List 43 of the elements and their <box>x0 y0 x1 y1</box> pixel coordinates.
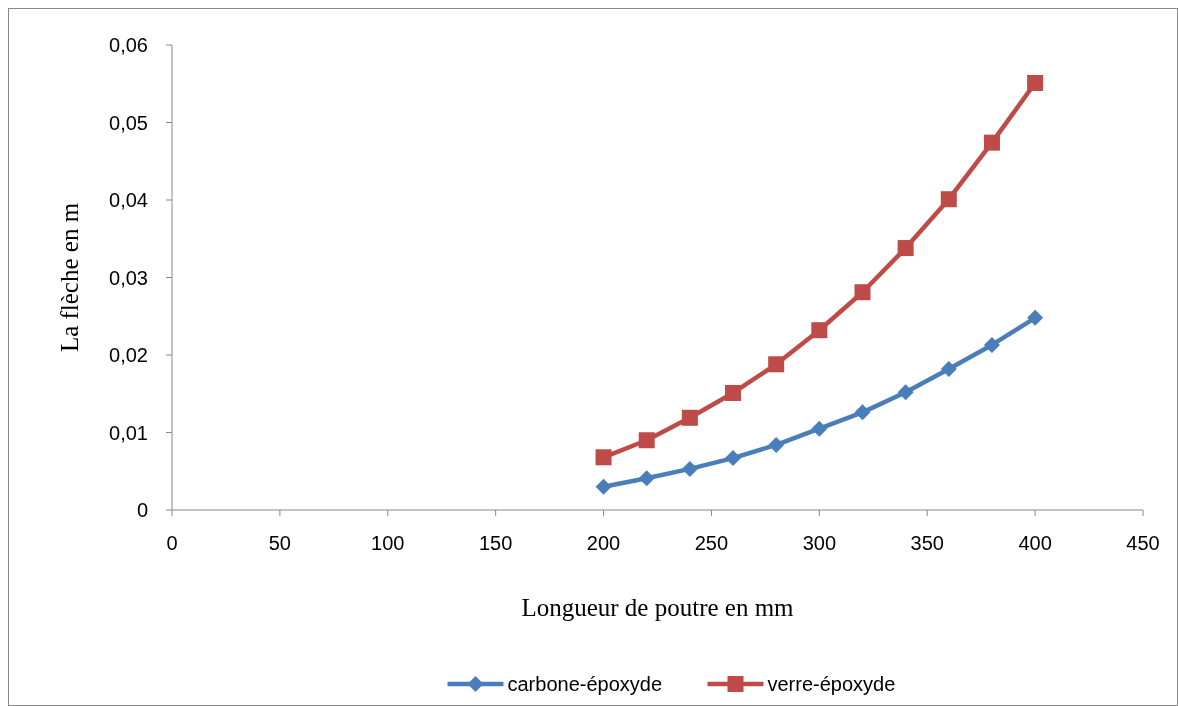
y-tick-label: 0,03 <box>109 266 148 289</box>
y-tick-label: 0 <box>136 499 148 521</box>
x-tick-label: 400 <box>1018 532 1052 554</box>
point <box>811 322 828 339</box>
x-tick-label: 200 <box>586 532 621 554</box>
point <box>638 470 655 487</box>
point <box>811 420 828 437</box>
point <box>983 134 1000 151</box>
x-tick-label: 0 <box>166 532 178 554</box>
point <box>940 360 957 377</box>
x-tick-label: 300 <box>802 532 837 554</box>
point <box>983 336 1000 353</box>
point <box>681 409 698 426</box>
x-axis-title: Longueur de poutre en mm <box>521 594 795 621</box>
point <box>768 436 785 453</box>
point <box>1027 74 1044 91</box>
point <box>638 432 655 449</box>
y-tick-label: 0,06 <box>109 34 148 56</box>
point <box>854 284 871 301</box>
point <box>854 404 871 421</box>
point <box>768 356 785 373</box>
point <box>595 478 612 495</box>
y-tick-label: 0,05 <box>109 111 148 134</box>
x-tick-label: 350 <box>910 532 944 554</box>
point <box>940 191 957 208</box>
legend-label: carbone-époxyde <box>507 673 663 695</box>
point <box>1027 309 1044 326</box>
point <box>725 384 742 401</box>
point <box>897 240 914 257</box>
point <box>897 384 914 401</box>
x-tick-label: 50 <box>268 532 292 554</box>
x-tick-label: 450 <box>1126 532 1160 554</box>
x-tick-label: 250 <box>694 532 729 554</box>
y-tick-label: 0,01 <box>109 421 148 444</box>
x-tick-label: 100 <box>371 532 405 554</box>
point <box>595 449 612 466</box>
y-axis-title: La flèche en m <box>56 202 83 353</box>
x-tick-label: 150 <box>478 532 513 554</box>
y-tick-label: 0,02 <box>109 344 148 366</box>
point <box>681 460 698 477</box>
y-tick-label: 0,04 <box>109 189 148 211</box>
point <box>725 450 742 467</box>
legend-label: verre-époxyde <box>767 673 896 695</box>
